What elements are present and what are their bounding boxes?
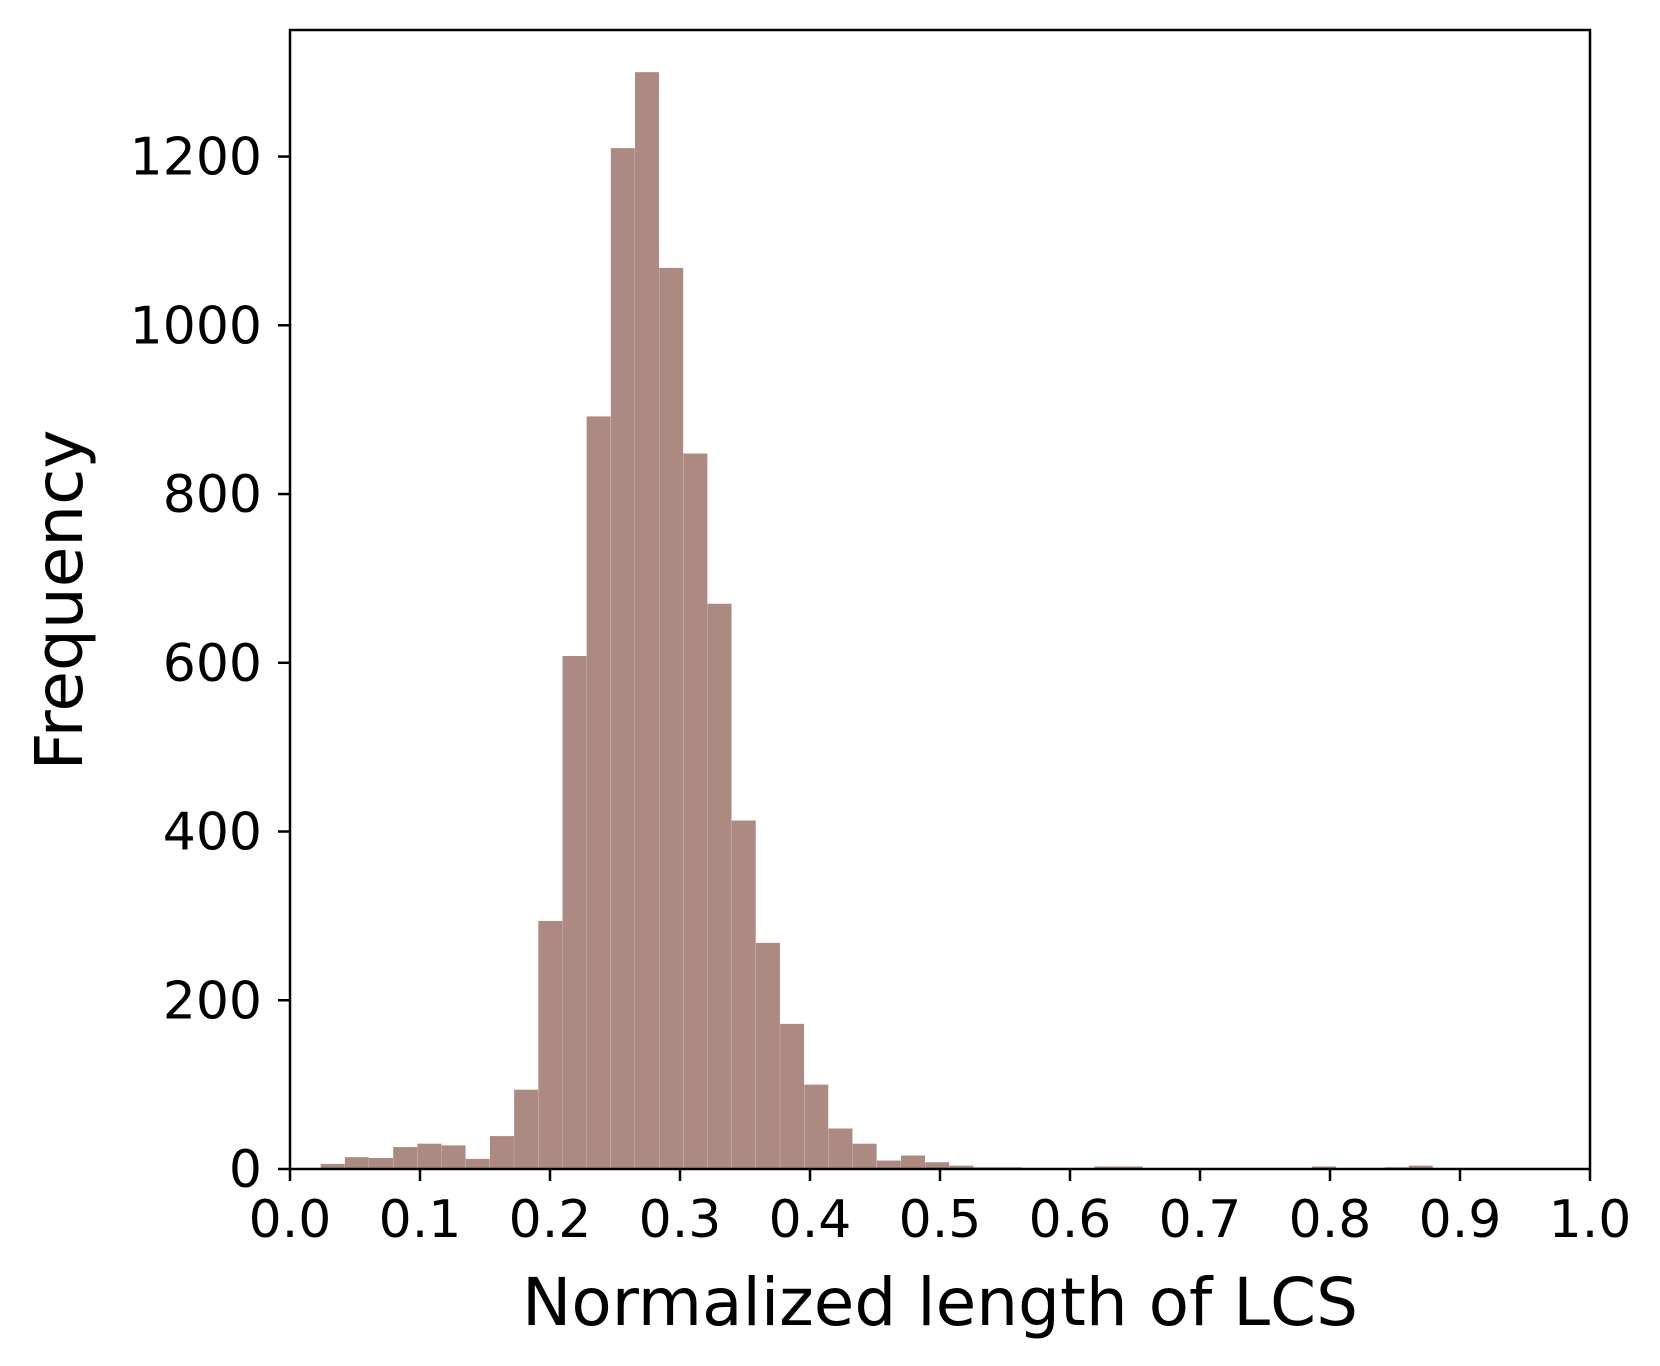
histogram-bar — [417, 1143, 442, 1169]
histogram-bar — [949, 1165, 974, 1169]
y-tick-label: 200 — [163, 971, 262, 1031]
histogram-bar — [610, 148, 635, 1169]
histogram-bar — [1408, 1165, 1433, 1169]
histogram-bar — [465, 1158, 490, 1169]
x-tick-label: 0.5 — [899, 1190, 982, 1250]
histogram-bar — [635, 72, 659, 1170]
histogram-bar — [780, 1023, 805, 1169]
bars-layer — [320, 72, 1482, 1170]
histogram-bar — [514, 1089, 539, 1169]
histogram-bar — [707, 603, 732, 1169]
histogram-bar — [876, 1160, 901, 1169]
histogram-bar — [683, 453, 708, 1169]
x-tick-label: 0.9 — [1419, 1190, 1502, 1250]
x-tick-label: 0.0 — [249, 1190, 332, 1250]
histogram-bar — [393, 1147, 418, 1169]
histogram-bar — [538, 920, 563, 1169]
y-tick-label: 800 — [163, 465, 262, 525]
x-tick-label: 0.8 — [1289, 1190, 1372, 1250]
histogram-bar — [586, 416, 611, 1170]
histogram-bar — [441, 1145, 466, 1169]
x-tick-label: 1.0 — [1549, 1190, 1632, 1250]
y-axis-label: Frequency — [21, 430, 98, 771]
histogram-bar — [804, 1084, 829, 1169]
x-tick-label: 0.2 — [509, 1190, 592, 1250]
histogram-bar — [562, 656, 587, 1169]
histogram-bar — [901, 1155, 925, 1169]
histogram-bar — [925, 1162, 950, 1169]
histogram-bar — [828, 1128, 853, 1169]
histogram-bar — [755, 942, 780, 1169]
x-tick-label: 0.6 — [1029, 1190, 1112, 1250]
histogram-bar — [489, 1136, 514, 1169]
histogram-bar — [1118, 1166, 1143, 1169]
histogram-bar — [369, 1158, 394, 1169]
histogram-bar — [344, 1157, 369, 1169]
histogram-bar — [731, 820, 756, 1169]
x-axis-label: Normalized length of LCS — [522, 1264, 1358, 1341]
histogram-bar — [659, 267, 684, 1169]
y-tick-label: 1000 — [130, 296, 262, 356]
histogram-bar — [852, 1143, 877, 1169]
histogram-bar — [1312, 1166, 1337, 1169]
histogram-bar — [1094, 1166, 1119, 1169]
x-tick-label: 0.1 — [379, 1190, 462, 1250]
x-tick-label: 0.7 — [1159, 1190, 1242, 1250]
y-tick-label: 600 — [163, 634, 262, 694]
y-tick-label: 0 — [229, 1140, 262, 1200]
plot-frame — [288, 28, 1592, 1171]
x-tick-label: 0.3 — [639, 1190, 722, 1250]
y-tick-label: 400 — [163, 803, 262, 863]
y-axis: 0 200 400 600 800 1000 1200 — [130, 128, 290, 1200]
histogram-bar — [320, 1163, 345, 1169]
x-axis: 0.0 0.1 0.2 0.3 0.4 0.5 0.6 0.7 0.8 0.9 1.0 — [249, 1169, 1632, 1250]
y-tick-label: 1200 — [130, 128, 262, 188]
x-tick-label: 0.4 — [769, 1190, 852, 1250]
